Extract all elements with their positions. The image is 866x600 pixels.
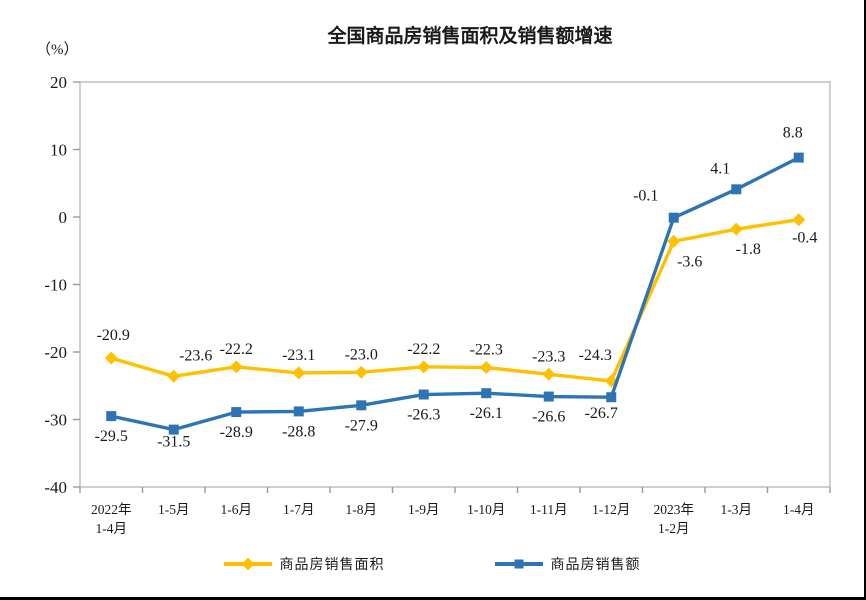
data-point-label: -22.2 xyxy=(220,341,253,358)
data-point-label: -1.8 xyxy=(736,241,761,258)
legend-label-sales-value: 商品房销售额 xyxy=(550,556,641,572)
data-point-marker xyxy=(542,367,556,381)
data-point-marker xyxy=(418,389,429,400)
data-point-marker xyxy=(229,360,243,374)
y-tick-label: 0 xyxy=(59,208,68,227)
data-point-marker xyxy=(417,360,431,374)
data-point-label: -23.1 xyxy=(282,347,315,364)
data-point-label: -31.5 xyxy=(157,434,190,451)
x-tick-label: 1-4月 xyxy=(783,502,815,517)
data-point-label: -24.3 xyxy=(579,347,612,364)
data-point-label: -26.7 xyxy=(585,405,618,422)
legend-item-sales-value: 商品房销售额 xyxy=(494,554,641,574)
chart-title: 全国商品房销售面积及销售额增速 xyxy=(326,24,612,47)
y-tick-label: 20 xyxy=(50,73,67,92)
data-point-marker xyxy=(168,424,179,435)
x-tick-label: 1-9月 xyxy=(408,502,440,517)
x-tick-label: 1-12月 xyxy=(592,502,630,517)
data-point-marker xyxy=(481,388,492,399)
y-tick-label: -20 xyxy=(44,343,67,362)
data-point-marker xyxy=(231,407,242,418)
data-point-label: -22.2 xyxy=(407,341,440,358)
x-tick-label: 2023年 1-2月 xyxy=(654,502,695,536)
data-point-marker xyxy=(606,392,617,403)
data-point-marker xyxy=(731,184,742,195)
x-tick-label: 1-6月 xyxy=(221,502,253,517)
x-tick-label: 1-3月 xyxy=(721,502,753,517)
data-point-label: -23.3 xyxy=(532,348,565,365)
y-tick-label: -40 xyxy=(44,478,67,497)
data-point-label: 8.8 xyxy=(783,125,803,142)
data-point-label: -23.6 xyxy=(179,347,212,364)
x-tick-label: 1-10月 xyxy=(467,502,505,517)
data-point-label: 4.1 xyxy=(710,160,730,177)
data-point-marker xyxy=(792,213,806,227)
data-point-marker xyxy=(293,406,304,417)
data-point-label: -26.3 xyxy=(407,407,440,424)
data-point-marker xyxy=(667,234,681,248)
chart-legend: 商品房销售面积 商品房销售额 xyxy=(0,554,864,574)
data-point-marker xyxy=(543,391,554,402)
data-point-marker xyxy=(167,369,181,383)
data-point-label: -22.3 xyxy=(470,342,503,359)
data-point-label: -29.5 xyxy=(95,428,128,445)
sales-value-series-swatch-icon xyxy=(494,557,543,571)
series-layer xyxy=(104,152,806,435)
data-point-label: -28.8 xyxy=(282,423,315,440)
series-line xyxy=(109,155,801,432)
data-point-label: -3.6 xyxy=(677,253,702,270)
series-line xyxy=(109,217,801,383)
data-point-marker xyxy=(668,212,679,223)
data-point-label: -27.9 xyxy=(345,417,378,434)
plot-frame xyxy=(79,81,831,488)
data-point-marker xyxy=(104,351,118,365)
y-tick-label: -30 xyxy=(44,411,67,430)
legend-label-sales-area: 商品房销售面积 xyxy=(279,556,385,572)
x-tick-label: 1-5月 xyxy=(158,502,190,517)
data-point-label: -26.6 xyxy=(532,409,565,426)
x-tick-label: 1-7月 xyxy=(283,502,315,517)
x-tick-label: 1-11月 xyxy=(530,502,568,517)
data-point-label: -28.9 xyxy=(220,424,253,441)
data-point-label: -0.4 xyxy=(792,230,817,247)
data-point-marker xyxy=(729,222,743,236)
x-tick-label: 1-8月 xyxy=(346,502,378,517)
axes-layer: 20 10 0 -10 -20 -30 -40 2022年 1-4月 1-5月 1-6月 1-7月 1-… xyxy=(44,73,831,536)
data-point-marker xyxy=(354,365,368,379)
y-axis-unit-label: （%） xyxy=(36,41,79,58)
data-point-marker xyxy=(793,152,804,163)
x-tick-label: 2022年 1-4月 xyxy=(91,502,132,536)
data-point-marker xyxy=(356,400,367,411)
data-point-marker xyxy=(292,366,306,380)
y-tick-label: -10 xyxy=(44,276,67,295)
sales-area-series-swatch-icon xyxy=(223,557,272,571)
data-point-label: -23.0 xyxy=(345,346,378,363)
legend-item-sales-area: 商品房销售面积 xyxy=(223,554,385,574)
data-point-marker xyxy=(479,361,493,375)
data-point-marker xyxy=(106,411,117,422)
data-point-label: -0.1 xyxy=(633,188,658,205)
data-point-label: -20.9 xyxy=(97,327,130,344)
data-point-label: -26.1 xyxy=(470,405,503,422)
data-labels-layer: -20.9 -23.6 -22.2 -23.1 -23.0 -22.2 -22.3 -23.3… xyxy=(95,125,818,451)
y-tick-label: 10 xyxy=(50,141,67,160)
